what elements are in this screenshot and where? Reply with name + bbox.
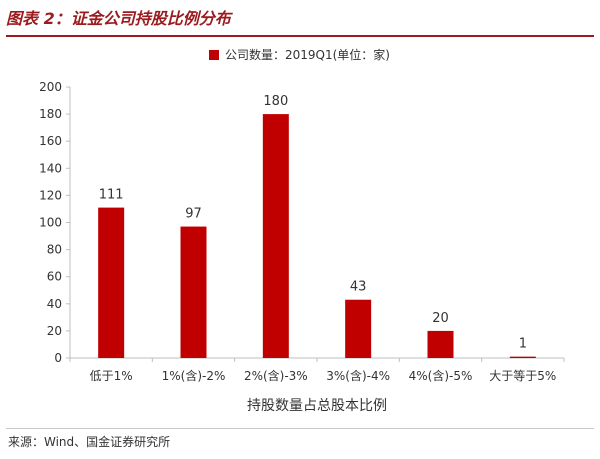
y-axis-ticks: 0 20 40 60 80 100 120 140 160 180 200	[39, 80, 70, 365]
x-tick-label: 2%(含)-3%	[244, 368, 308, 383]
bar-value-label: 43	[350, 280, 367, 295]
legend-swatch	[209, 50, 219, 60]
bar-value-label: 180	[263, 94, 288, 109]
y-tick-label: 180	[39, 107, 62, 121]
y-tick-label: 40	[47, 297, 62, 311]
bar	[427, 330, 454, 358]
bar-value-label: 111	[99, 188, 124, 203]
x-tick-label: 低于1%	[90, 369, 133, 383]
legend-label: 公司数量：2019Q1(单位：家)	[225, 47, 390, 62]
footer-rule	[6, 428, 594, 429]
y-tick-label: 60	[47, 270, 62, 284]
y-tick-label: 140	[39, 161, 62, 175]
legend: 公司数量：2019Q1(单位：家)	[209, 47, 390, 62]
x-tick-label: 3%(含)-4%	[326, 368, 390, 383]
x-axis-title: 持股数量占总股本比例	[247, 398, 387, 414]
bar	[98, 207, 125, 358]
bar	[509, 356, 536, 358]
figure-title: 图表 2：证金公司持股比例分布	[6, 9, 231, 28]
title-bar	[6, 5, 594, 37]
y-tick-label: 160	[39, 134, 62, 148]
y-tick-label: 120	[39, 188, 62, 202]
x-tick-label: 4%(含)-5%	[409, 368, 473, 383]
x-tick-label: 大于等于5%	[489, 369, 556, 383]
bar-value-label: 1	[519, 337, 527, 352]
y-tick-label: 200	[39, 80, 62, 94]
y-tick-label: 20	[47, 324, 62, 338]
bar	[345, 299, 372, 358]
x-axis-ticks: 低于1% 1%(含)-2% 2%(含)-3% 3%(含)-4% 4%(含)-5% 大于等于…	[69, 358, 565, 383]
value-labels: 111 97 180 43 20 1	[99, 94, 527, 352]
bar-value-label: 20	[432, 311, 449, 326]
x-tick-label: 1%(含)-2%	[162, 368, 226, 383]
bars	[98, 114, 536, 358]
bar-chart: 公司数量：2019Q1(单位：家) 0204060801001201401601…	[39, 47, 565, 414]
bar	[180, 226, 207, 358]
bar	[262, 114, 289, 358]
source-note: 来源：Wind、国金证券研究所	[8, 435, 171, 449]
y-tick-label: 0	[54, 351, 62, 365]
y-tick-label: 80	[47, 243, 62, 257]
bar-value-label: 97	[185, 207, 202, 222]
y-tick-label: 100	[39, 216, 62, 230]
